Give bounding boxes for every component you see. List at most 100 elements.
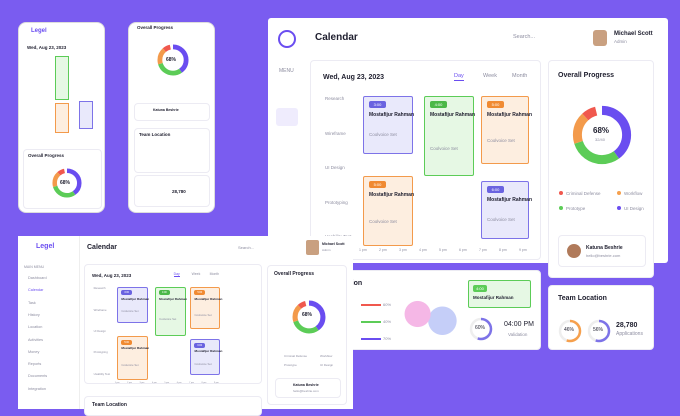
hour-label: 4 pm (151, 381, 157, 384)
count: 28,780 (616, 322, 638, 329)
section-label: MAIN MENU (24, 265, 45, 269)
event (55, 103, 69, 133)
donut-segment (52, 168, 82, 198)
event[interactable]: 5:00 Mostafijur Rahman Coolvoice Set (363, 176, 414, 246)
page-title: Calendar (315, 32, 358, 43)
donut-segment (469, 317, 493, 341)
nav-item[interactable]: Activities (28, 337, 43, 342)
hour-label: 2 pm (379, 248, 387, 252)
hour-label: 5 pm (164, 381, 170, 384)
hour-label: 9 pm (519, 248, 527, 252)
user-role: Admin (614, 39, 627, 44)
ring (558, 319, 582, 343)
donut (49, 165, 85, 201)
ring-value: 56% (593, 327, 604, 333)
nav-item[interactable]: Documents (28, 374, 48, 379)
event-time: 6:00 (487, 186, 504, 193)
map (399, 296, 461, 341)
nav-item[interactable]: History (28, 312, 40, 317)
nav-item[interactable]: Calendar (28, 288, 44, 293)
tab[interactable]: Day (173, 272, 180, 278)
event-task: Coolvoice Set (369, 219, 397, 225)
donut-graphic (52, 168, 82, 198)
hour-label: 7 pm (189, 381, 194, 384)
tab[interactable]: Month (512, 73, 528, 79)
logo: Legel (36, 243, 55, 250)
hour-label: 1 pm (359, 248, 367, 252)
donut-graphic (587, 319, 611, 343)
event[interactable]: 4:00 Mostafijur Rahman Coolvoice Set (424, 96, 475, 176)
event-name: Mostafijur Rahman (159, 296, 187, 301)
nav-item[interactable]: Task (28, 300, 36, 305)
hour-label: 4 pm (419, 248, 427, 252)
event-task: Coolvoice Set (430, 145, 458, 151)
event-time: 5:00 (121, 339, 132, 345)
bar-label: 60% (383, 302, 392, 307)
user-name: Michael Scott (322, 242, 345, 246)
user-name: Michael Scott (614, 31, 653, 37)
date: Wed, Aug 23, 2023 (92, 273, 132, 278)
tab[interactable]: Day (454, 73, 464, 81)
legend-dot (559, 206, 563, 210)
avatar (593, 30, 607, 46)
team-card: Team Location (134, 128, 210, 173)
event-name: Mostafijur Rahman (487, 112, 533, 118)
event-task: Coolvoice Set (194, 361, 212, 366)
donut-segment (52, 168, 82, 198)
event-name: Mostafijur Rahman (473, 295, 514, 300)
legend-dot (617, 191, 621, 195)
nav-item[interactable]: Dashboard (28, 276, 47, 280)
avatar (567, 244, 581, 258)
donut-segment (587, 319, 611, 343)
nav-item[interactable]: Money (28, 349, 40, 354)
search[interactable]: Search... (238, 245, 255, 250)
donut-value: 68% (60, 180, 71, 186)
nav-item[interactable]: Integration (28, 386, 46, 391)
event[interactable]: 6:00 Mostafijur Rahman Coolvoice Set (481, 181, 532, 239)
event[interactable]: 5:00 Mostafijur Rahman Coolvoice Set (117, 336, 149, 380)
legend-dot (559, 191, 563, 195)
row-label: Wireframe (93, 307, 107, 312)
contact-name: Katuna Beshrie (586, 245, 623, 251)
progress-card: Overall Progress 68% 32/40 Criminal Defe… (548, 60, 654, 278)
search[interactable]: Search... (513, 34, 536, 40)
hour-label: 8 pm (201, 381, 207, 384)
donut-graphic (572, 105, 632, 165)
event[interactable]: 4:00 Mostafijur Rahman Coolvoice Set (155, 286, 187, 337)
event[interactable]: 3:00 Mostafijur Rahman Coolvoice Set (117, 286, 149, 323)
time-label: Validation (508, 332, 528, 337)
event-time: 5:00 (194, 290, 206, 296)
legend-item: Workflow (320, 354, 333, 358)
event-task: Coolvoice Set (487, 138, 515, 144)
ring-value: 46% (564, 327, 575, 333)
event-time: 4:00 (159, 290, 170, 296)
bar (361, 304, 381, 306)
tab[interactable]: Month (209, 272, 220, 277)
donut-segment (157, 44, 189, 76)
nav-active[interactable] (276, 108, 298, 126)
mobile-screen: Legel Wed, Aug 23, 2023 Overall Progress… (18, 22, 105, 213)
legend-item: UI Design (320, 363, 334, 367)
event[interactable]: 5:00 Mostafijur Rahman Coolvoice Set (190, 286, 222, 329)
event-time: 5:00 (487, 101, 504, 108)
tab[interactable]: Week (191, 272, 201, 277)
event-time: 4:00 (430, 101, 447, 108)
event (55, 56, 69, 100)
event[interactable]: 6:00 Mostafijur Rahman Coolvoice Set (190, 339, 222, 376)
donut-segment (157, 44, 189, 76)
card-title: Overall Progress (558, 72, 615, 79)
tab[interactable]: Week (483, 73, 497, 79)
donut-segment (572, 105, 632, 165)
team-card: Team Location (84, 396, 262, 416)
event[interactable]: 3:00 Mostafijur Rahman Coolvoice Set (363, 96, 414, 154)
nav-item[interactable]: Reports (28, 362, 42, 367)
contact: Katuna Beshrie (134, 103, 210, 121)
logo-mark (278, 30, 296, 48)
event (79, 101, 93, 129)
event[interactable]: 5:00 Mostafijur Rahman Coolvoice Set (481, 96, 533, 164)
team-card: Team Location 46% 56% 28,780 Application… (548, 285, 654, 350)
hour-label: 6 pm (176, 381, 182, 384)
event-task: Coolvoice Set (487, 216, 515, 222)
nav-item[interactable]: Location (28, 325, 43, 330)
